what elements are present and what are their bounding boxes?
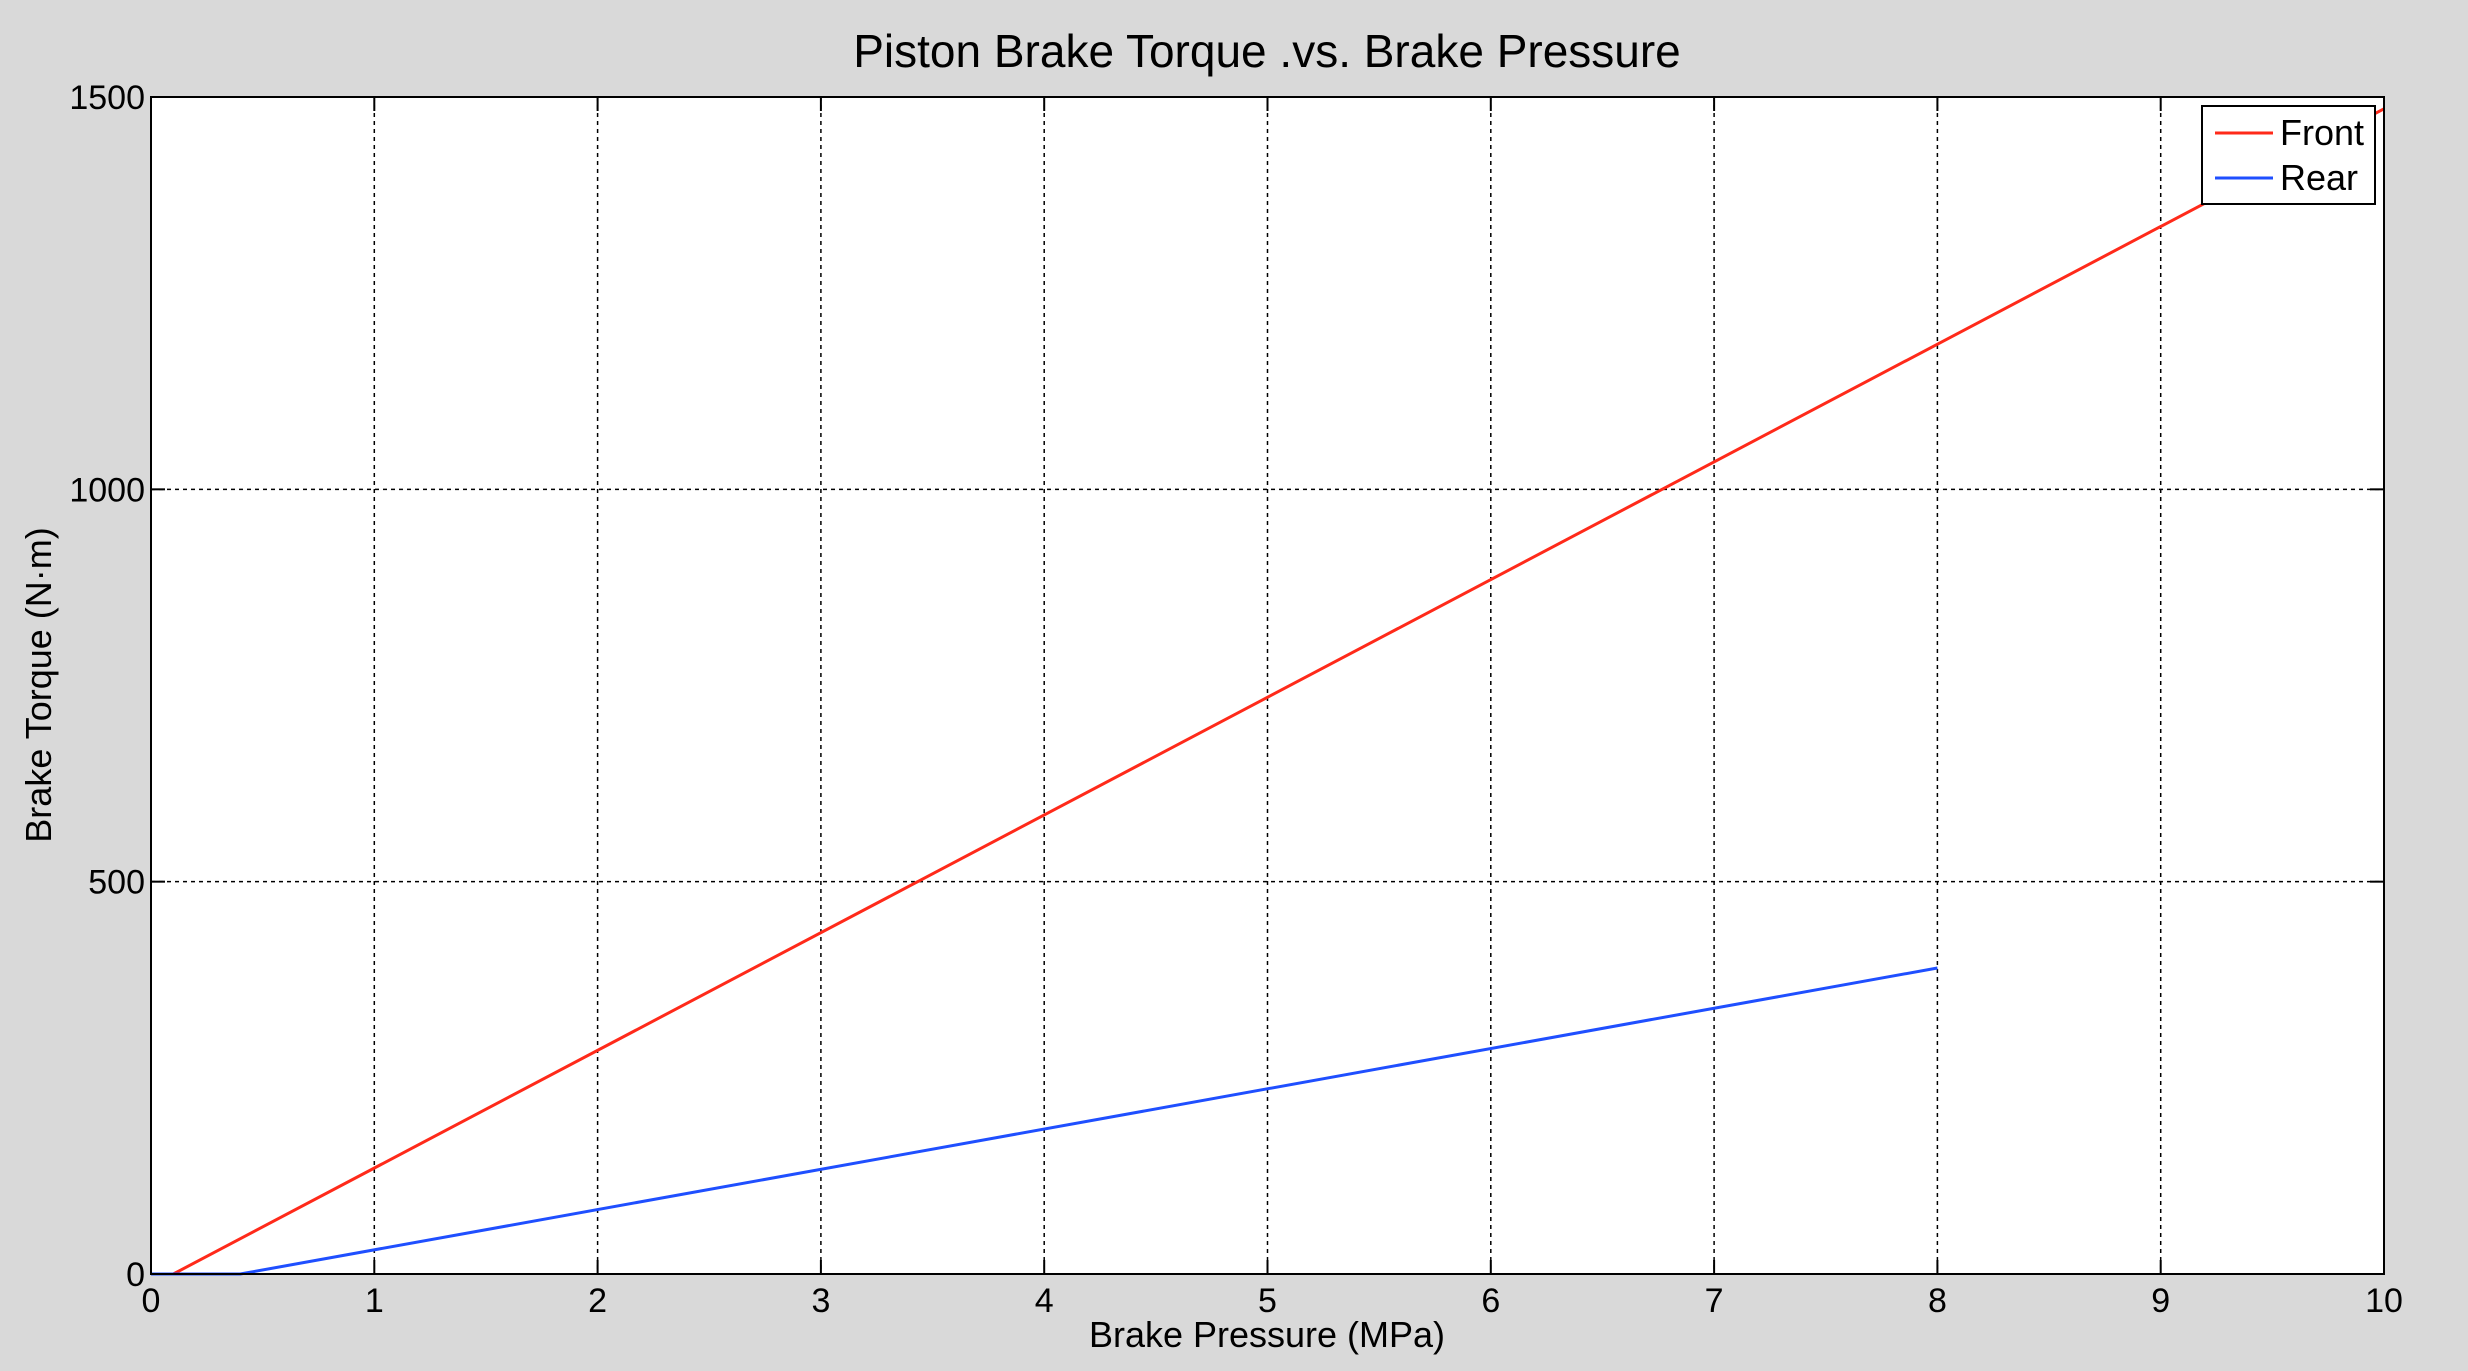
x-tick-label: 1 — [365, 1282, 384, 1320]
x-tick-label: 3 — [811, 1282, 830, 1320]
x-axis-label: Brake Pressure (MPa) — [1089, 1314, 1445, 1355]
y-tick-label: 1500 — [69, 79, 145, 117]
legend-label-rear: Rear — [2280, 157, 2358, 198]
legend-label-front: Front — [2280, 112, 2364, 153]
chart-title: Piston Brake Torque .vs. Brake Pressure — [853, 25, 1681, 77]
x-tick-label: 4 — [1035, 1282, 1054, 1320]
plot-area — [151, 97, 2384, 1274]
x-tick-label: 0 — [142, 1282, 161, 1320]
ticks: 0 1 2 3 4 5 6 7 8 9 10 0 500 1000 1500 — [69, 79, 2403, 1320]
y-tick-label: 0 — [126, 1256, 145, 1294]
legend-box — [2201, 105, 2376, 205]
x-tick-label: 6 — [1481, 1282, 1500, 1320]
y-tick-label: 500 — [88, 864, 145, 902]
y-tick-label: 1000 — [69, 471, 145, 509]
x-tick-label: 5 — [1258, 1282, 1277, 1320]
y-axis-label: Brake Torque (N·m) — [18, 527, 59, 842]
x-tick-label: 7 — [1705, 1282, 1724, 1320]
x-tick-label: 9 — [2151, 1282, 2170, 1320]
x-tick-label: 10 — [2365, 1282, 2403, 1320]
legend: Front Rear — [2201, 105, 2376, 205]
x-tick-label: 2 — [588, 1282, 607, 1320]
x-tick-label: 8 — [1928, 1282, 1947, 1320]
